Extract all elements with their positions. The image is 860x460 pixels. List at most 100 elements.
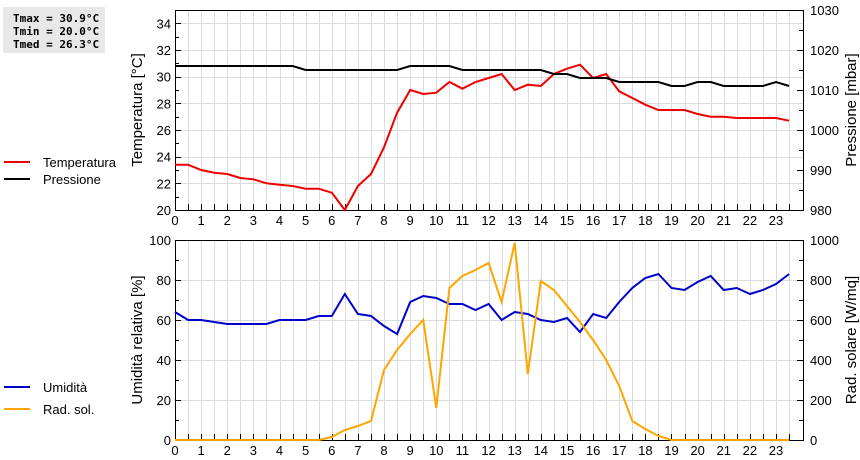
x-tick-label: 21 xyxy=(717,213,731,228)
x-tick-label: 13 xyxy=(507,213,521,228)
x-tick-label: 20 xyxy=(690,213,704,228)
x-tick-label: 11 xyxy=(456,213,470,228)
legend-item-umidita: Umidità xyxy=(4,379,87,395)
y2-tick-label: 800 xyxy=(810,273,832,288)
y2-tick-label: 1010 xyxy=(810,83,839,98)
x-tick-label: 16 xyxy=(586,213,600,228)
x-tick-label: 21 xyxy=(717,443,731,458)
x-tick-label: 17 xyxy=(612,443,626,458)
y-axis-title: Umidità relativa [%] xyxy=(129,275,146,404)
x-tick-label: 17 xyxy=(612,213,626,228)
y2-tick-label: 1000 xyxy=(810,123,839,138)
x-tick-label: 20 xyxy=(690,443,704,458)
x-tick-label: 15 xyxy=(560,443,574,458)
legend-label: Temperatura xyxy=(43,154,116,170)
x-tick-label: 15 xyxy=(560,213,574,228)
x-tick-label: 16 xyxy=(586,443,600,458)
x-tick-label: 8 xyxy=(380,213,387,228)
stats-box: Tmax = 30.9°C Tmin = 20.0°C Tmed = 26.3°… xyxy=(3,7,105,53)
legend-label: Umidità xyxy=(43,379,88,395)
x-tick-label: 12 xyxy=(481,443,495,458)
x-tick-label: 19 xyxy=(664,213,678,228)
y-tick-label: 0 xyxy=(164,433,171,448)
x-tick-label: 14 xyxy=(534,443,548,458)
y-tick-label: 20 xyxy=(157,203,171,218)
legend-label: Pressione xyxy=(43,171,101,187)
legend-swatch-temperatura xyxy=(4,161,30,163)
y2-tick-label: 0 xyxy=(810,433,817,448)
x-tick-label: 18 xyxy=(638,213,652,228)
y2-tick-label: 400 xyxy=(810,353,832,368)
x-tick-label: 7 xyxy=(354,443,361,458)
y2-axis-title: Rad. solare [W/mq] xyxy=(843,276,860,404)
y2-tick-label: 600 xyxy=(810,313,832,328)
x-tick-label: 14 xyxy=(534,213,548,228)
x-tick-label: 7 xyxy=(354,213,361,228)
legend-item-pressione: Pressione xyxy=(4,171,101,187)
x-tick-label: 4 xyxy=(276,443,283,458)
x-tick-label: 0 xyxy=(171,213,178,228)
y-axis-title: Temperatura [°C] xyxy=(129,53,146,167)
y-tick-label: 40 xyxy=(157,353,171,368)
x-tick-label: 2 xyxy=(224,443,231,458)
y-tick-label: 28 xyxy=(157,96,171,111)
y-tick-label: 30 xyxy=(157,70,171,85)
x-tick-label: 23 xyxy=(769,213,783,228)
legend-swatch-umidita xyxy=(4,386,30,388)
y2-tick-label: 980 xyxy=(810,203,832,218)
y2-tick-label: 1000 xyxy=(810,233,839,248)
series-pressione xyxy=(175,65,790,87)
legend-item-rad-sol: Rad. sol. xyxy=(4,401,94,417)
x-tick-label: 12 xyxy=(481,213,495,228)
y-tick-label: 100 xyxy=(149,233,171,248)
y2-axis-title: Pressione [mbar] xyxy=(843,53,860,166)
x-tick-label: 10 xyxy=(429,443,443,458)
y-tick-label: 22 xyxy=(157,176,171,191)
y-tick-label: 32 xyxy=(157,43,171,58)
x-tick-label: 3 xyxy=(250,443,257,458)
x-tick-label: 23 xyxy=(769,443,783,458)
series-rad-sol xyxy=(175,242,790,441)
x-tick-label: 9 xyxy=(407,443,414,458)
stats-tmed: Tmed = 26.3°C xyxy=(13,38,100,51)
y2-tick-label: 990 xyxy=(810,163,832,178)
x-tick-label: 22 xyxy=(743,213,757,228)
y-tick-label: 26 xyxy=(157,123,171,138)
stats-tmin: Tmin = 20.0°C xyxy=(13,25,100,38)
y2-tick-label: 200 xyxy=(810,393,832,408)
x-tick-label: 9 xyxy=(407,213,414,228)
y2-tick-label: 1030 xyxy=(810,3,839,18)
x-tick-label: 19 xyxy=(664,443,678,458)
x-tick-label: 5 xyxy=(302,213,309,228)
x-tick-label: 1 xyxy=(198,213,205,228)
x-tick-label: 6 xyxy=(328,213,335,228)
y2-tick-label: 1020 xyxy=(810,43,839,58)
y-tick-label: 20 xyxy=(157,393,171,408)
y-tick-label: 80 xyxy=(157,273,171,288)
y-tick-label: 60 xyxy=(157,313,171,328)
series-umidit xyxy=(174,272,790,336)
x-tick-label: 11 xyxy=(456,443,470,458)
legend-swatch-rad-sol xyxy=(4,408,30,410)
x-tick-label: 13 xyxy=(507,443,521,458)
legend-item-temperatura: Temperatura xyxy=(4,154,116,170)
stats-tmax: Tmax = 30.9°C xyxy=(13,12,100,25)
x-tick-label: 22 xyxy=(743,443,757,458)
x-tick-label: 0 xyxy=(171,443,178,458)
x-tick-label: 6 xyxy=(328,443,335,458)
x-tick-label: 3 xyxy=(250,213,257,228)
x-tick-label: 4 xyxy=(276,213,283,228)
x-tick-label: 1 xyxy=(198,443,205,458)
legend-swatch-pressione xyxy=(4,178,30,180)
series-temperatura xyxy=(175,63,790,212)
x-tick-label: 10 xyxy=(429,213,443,228)
x-tick-label: 18 xyxy=(638,443,652,458)
y-tick-label: 34 xyxy=(157,16,171,31)
x-tick-label: 8 xyxy=(380,443,387,458)
y-tick-label: 24 xyxy=(157,150,171,165)
x-tick-label: 2 xyxy=(224,213,231,228)
legend-label: Rad. sol. xyxy=(43,401,95,417)
x-tick-label: 5 xyxy=(302,443,309,458)
